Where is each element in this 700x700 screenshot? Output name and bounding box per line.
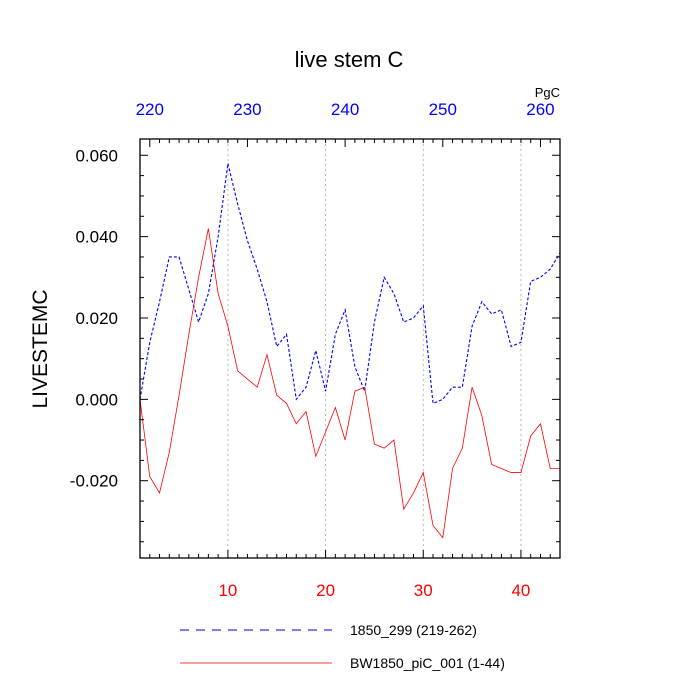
bottom-tick-label-30: 30 [414,581,433,600]
y-tick-label: 0.040 [75,228,118,247]
top-tick-label-230: 230 [233,100,261,119]
top-tick-label-220: 220 [136,100,164,119]
chart-title: live stem C [295,47,404,72]
series-line-red [139,228,560,539]
y-tick-label: 0.060 [75,146,118,165]
y-tick-label: 0.000 [75,390,118,409]
grid-lines [227,139,522,558]
legend: 1850_299 (219-262) BW1850_piC_001 (1-44) [180,622,505,671]
series-layer [139,163,561,539]
series-line-blue [139,163,561,405]
top-tick-label-240: 240 [331,100,359,119]
y-tick-label: -0.020 [70,472,118,491]
units-label: PgC [535,85,560,100]
bottom-tick-label-10: 10 [218,581,237,600]
top-tick-label-250: 250 [429,100,457,119]
bottom-tick-label-40: 40 [511,581,530,600]
y-axis-label: LIVESTEMC [29,289,52,408]
y-tick-label: 0.020 [75,309,118,328]
legend-label-1850-299: 1850_299 (219-262) [350,622,477,638]
top-tick-label-260: 260 [526,100,554,119]
legend-label-bw1850: BW1850_piC_001 (1-44) [350,655,505,671]
axis-ticks: 10 20 30 40 220 230 240 250 260 -0.020 0.000 0.020 0… [70,100,561,600]
plot-frame [139,138,561,559]
bottom-tick-label-20: 20 [316,581,335,600]
